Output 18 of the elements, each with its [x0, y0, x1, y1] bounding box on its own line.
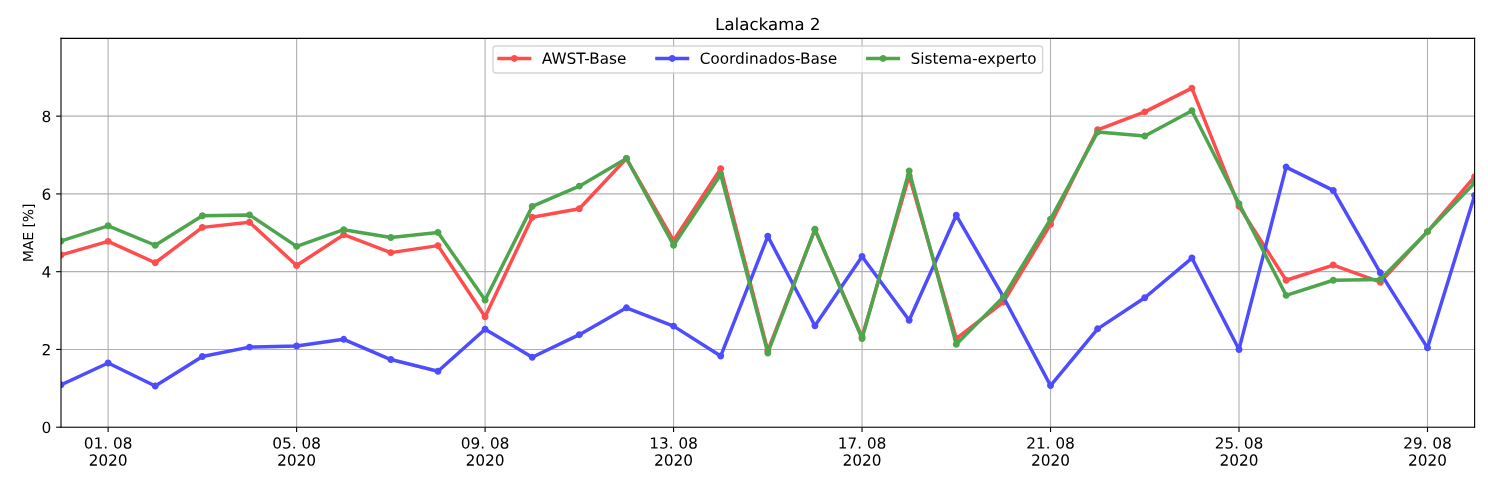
legend-label: Coordinados-Base	[700, 52, 837, 64]
x-tick-label: 29. 08 2020	[1404, 437, 1451, 466]
x-tick-label: 25. 08 2020	[1215, 437, 1263, 466]
y-tick-label: 0	[42, 421, 51, 434]
x-tick-label: 01. 08 2020	[84, 437, 132, 466]
x-tick-label: 17. 08 2020	[839, 437, 886, 466]
y-axis-title: MAE [%]	[22, 204, 35, 261]
legend-label: AWST-Base	[541, 52, 626, 64]
x-tick-label: 21. 08 2020	[1027, 437, 1074, 466]
y-tick-label: 6	[42, 188, 51, 200]
x-tick-label: 09. 08 2020	[461, 437, 509, 466]
legend-label: Sistema-experto	[911, 52, 1036, 67]
x-tick-label: 05. 08 2020	[273, 437, 320, 466]
y-tick-label: 4	[42, 266, 51, 278]
y-tick-label: 8	[42, 110, 51, 123]
y-tick-label: 2	[42, 343, 50, 356]
chart-title: Lalackama 2	[716, 17, 819, 31]
x-tick-label: 13. 08 2020	[650, 437, 697, 466]
